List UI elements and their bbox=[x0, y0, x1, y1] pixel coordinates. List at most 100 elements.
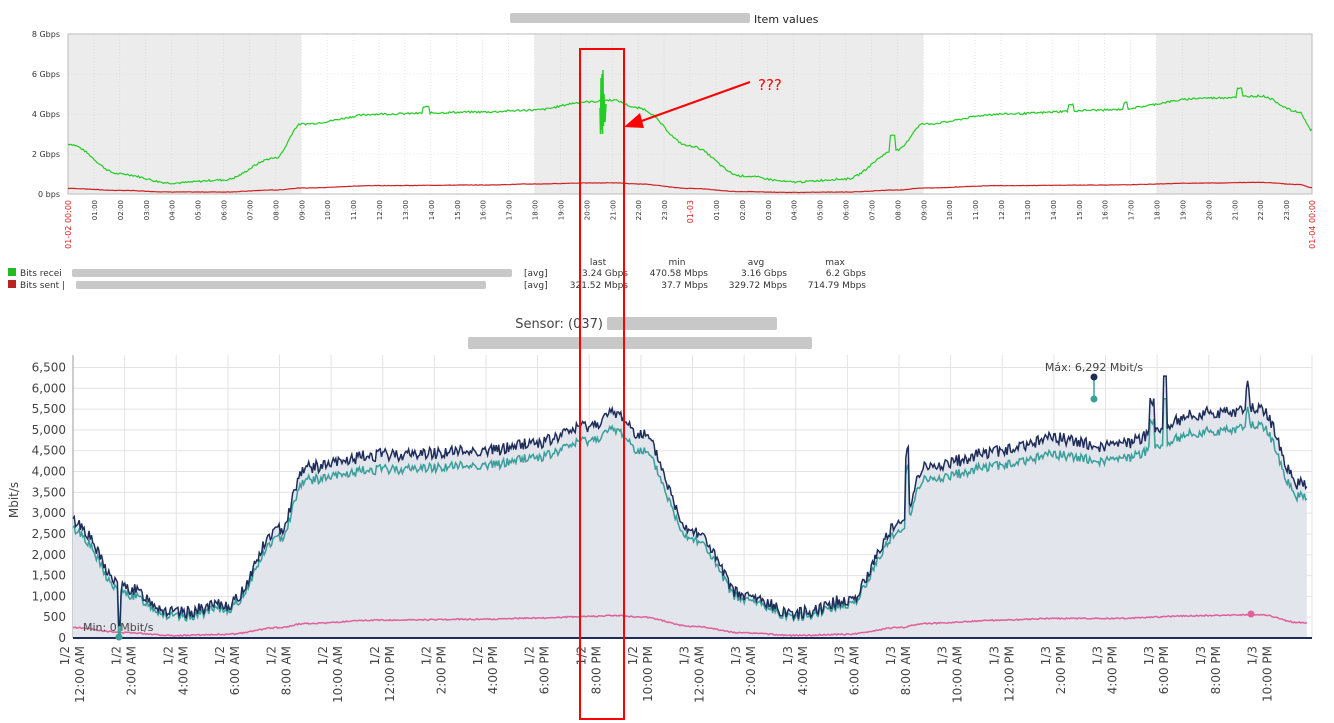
bottom-out-max-marker bbox=[1247, 610, 1255, 618]
top-x-tick-label: 20:00 bbox=[1205, 200, 1213, 220]
top-x-tick-label: 14:00 bbox=[428, 200, 436, 220]
bottom-y-axis-label: Mbit/s bbox=[7, 482, 21, 518]
top-x-tick-label: 19:00 bbox=[1179, 200, 1187, 220]
redacted-sensor-name bbox=[607, 317, 777, 330]
bottom-x-tick-date: 1/2 bbox=[574, 646, 588, 665]
bottom-x-tick-time: 4:00 AM bbox=[796, 646, 810, 695]
bottom-x-tick-time: 10:00 AM bbox=[331, 646, 345, 703]
bottom-x-tick-date: 1/2 bbox=[368, 646, 382, 665]
bottom-y-tick: 0 bbox=[58, 631, 66, 645]
bottom-min-marker bbox=[115, 633, 123, 641]
redacted-sent bbox=[76, 281, 486, 289]
bottom-x-tick: 1/3 4:00 AM bbox=[781, 646, 810, 695]
bottom-x-tick: 1/3 12:00 PM bbox=[987, 646, 1016, 702]
bottom-x-tick-date: 1/3 bbox=[1194, 646, 1208, 665]
bottom-x-tick-time: 2:00 AM bbox=[744, 646, 758, 695]
bottom-x-tick-time: 2:00 PM bbox=[434, 646, 448, 694]
top-x-tick-label: 16:00 bbox=[480, 200, 488, 220]
annotation-arrow-line bbox=[635, 81, 751, 124]
top-x-ticks: 01:00 02:00 03:00 04:00 05:00 06:00 07:00 08:00… bbox=[91, 200, 1291, 223]
bottom-x-tick-time: 2:00 AM bbox=[125, 646, 139, 695]
redacted-subtitle bbox=[468, 337, 812, 349]
top-x-tick-label: 02:00 bbox=[739, 200, 747, 220]
top-y-tick: 8 Gbps bbox=[32, 30, 60, 39]
bottom-x-tick-date: 1/2 bbox=[626, 646, 640, 665]
top-x-tick-label: 12:00 bbox=[998, 200, 1006, 220]
bottom-y-tick: 2,500 bbox=[32, 527, 66, 541]
top-shade-region bbox=[68, 34, 302, 194]
bottom-x-tick-date: 1/3 bbox=[1245, 646, 1259, 665]
bottom-x-tick-date: 1/3 bbox=[832, 646, 846, 665]
bottom-y-tick: 6,500 bbox=[32, 360, 66, 374]
bottom-x-tick: 1/2 6:00 AM bbox=[213, 646, 242, 695]
top-x-tick-label: 11:00 bbox=[350, 200, 358, 220]
bottom-x-tick-date: 1/2 bbox=[161, 646, 175, 665]
bottom-max-label: Máx: 6,292 Mbit/s bbox=[1045, 361, 1143, 374]
legend-last-received: 3.24 Gbps bbox=[582, 269, 628, 279]
top-x-tick-label: 07:00 bbox=[246, 200, 254, 220]
top-x-tick-label: 08:00 bbox=[272, 200, 280, 220]
redacted-received bbox=[72, 269, 512, 277]
bottom-x-tick-time: 6:00 AM bbox=[228, 646, 242, 695]
bottom-x-tick-date: 1/3 bbox=[729, 646, 743, 665]
legend-min-received: 470.58 Mbps bbox=[650, 269, 709, 279]
top-x-tick-label: 22:00 bbox=[1257, 200, 1265, 220]
bottom-x-tick: 1/2 10:00 AM bbox=[316, 646, 345, 703]
annotation-arrow-head bbox=[624, 113, 644, 128]
top-grid bbox=[68, 34, 1312, 194]
legend-avg-sent: 329.72 Mbps bbox=[729, 281, 788, 291]
top-y-tick: 6 Gbps bbox=[32, 70, 60, 79]
top-x-tick-label: 06:00 bbox=[843, 200, 851, 220]
top-x-tick-label: 14:00 bbox=[1050, 200, 1058, 220]
bottom-y-tick: 1,000 bbox=[32, 589, 66, 603]
bottom-chart: Sensor: (037) 6,500 6,000 5,500 5,000 4,500 4… bbox=[7, 317, 1313, 703]
bottom-y-tick: 4,000 bbox=[32, 465, 66, 479]
legend-func-sent: [avg] bbox=[524, 281, 548, 291]
top-y-tick: 0 bps bbox=[38, 190, 60, 199]
top-start-date-label: 01-02 00:00 bbox=[64, 200, 73, 249]
bottom-x-tick: 1/2 4:00 PM bbox=[471, 646, 500, 694]
bottom-max-in-marker bbox=[1090, 395, 1098, 403]
bottom-y-tick: 6,000 bbox=[32, 381, 66, 395]
bottom-x-tick: 1/2 12:00 AM bbox=[58, 646, 87, 703]
bottom-y-ticks: 6,500 6,000 5,500 5,000 4,500 4,000 3,500 3,000… bbox=[32, 360, 66, 645]
bottom-x-tick-date: 1/3 bbox=[1091, 646, 1105, 665]
legend-avg-received: 3.16 Gbps bbox=[741, 269, 787, 279]
bottom-y-tick: 3,500 bbox=[32, 485, 66, 499]
bottom-max-marker bbox=[1090, 373, 1098, 381]
bottom-x-tick-time: 6:00 AM bbox=[847, 646, 861, 695]
bottom-x-tick-date: 1/3 bbox=[1039, 646, 1053, 665]
redacted-title bbox=[510, 13, 750, 23]
bottom-x-tick: 1/2 6:00 PM bbox=[523, 646, 552, 694]
bottom-x-tick-date: 1/2 bbox=[265, 646, 279, 665]
top-x-tick-label: 04:00 bbox=[791, 200, 799, 220]
bottom-x-tick-time: 10:00 PM bbox=[1260, 646, 1274, 702]
bottom-y-tick: 1,500 bbox=[32, 569, 66, 583]
top-spike-received bbox=[599, 69, 607, 135]
bottom-y-tick: 2,000 bbox=[32, 548, 66, 562]
bottom-area-fill bbox=[73, 376, 1307, 638]
bottom-x-tick-time: 12:00 AM bbox=[73, 646, 87, 703]
legend-max-received: 6.2 Gbps bbox=[826, 269, 867, 279]
legend-header-min: min bbox=[669, 258, 686, 268]
bottom-x-tick: 1/2 4:00 AM bbox=[161, 646, 190, 695]
bottom-x-tick-date: 1/3 bbox=[678, 646, 692, 665]
bottom-x-tick-date: 1/2 bbox=[58, 646, 72, 665]
top-x-tick-label: 01:00 bbox=[91, 200, 99, 220]
top-x-tick-label: 12:00 bbox=[376, 200, 384, 220]
top-end-date-label: 01-04 00:00 bbox=[1308, 200, 1317, 249]
top-x-tick-label: 17:00 bbox=[1128, 200, 1136, 220]
top-x-tick-label: 22:00 bbox=[635, 200, 643, 220]
legend-name-sent: Bits sent | bbox=[20, 281, 65, 291]
legend-min-sent: 37.7 Mbps bbox=[661, 281, 708, 291]
bottom-x-tick-time: 6:00 PM bbox=[1157, 646, 1171, 694]
bottom-x-tick: 1/3 12:00 AM bbox=[678, 646, 707, 703]
top-x-tick-label: 23:00 bbox=[1283, 200, 1291, 220]
bottom-y-tick: 3,000 bbox=[32, 506, 66, 520]
top-x-tick-label: 01-03 bbox=[686, 200, 695, 223]
bottom-x-tick: 1/3 2:00 AM bbox=[729, 646, 758, 695]
legend-max-sent: 714.79 Mbps bbox=[808, 281, 867, 291]
bottom-x-tick-date: 1/2 bbox=[316, 646, 330, 665]
top-x-tick-label: 03:00 bbox=[143, 200, 151, 220]
